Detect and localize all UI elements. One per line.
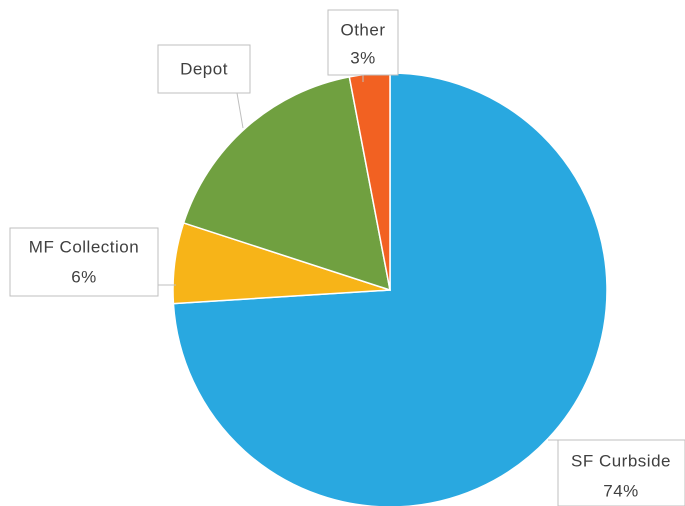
label-box <box>157 44 251 94</box>
leader-line <box>236 92 244 129</box>
label-box <box>557 439 685 506</box>
value-label: 3% <box>350 48 376 67</box>
label-box <box>9 227 159 297</box>
category-label: Other <box>340 20 385 39</box>
label-box <box>327 9 399 76</box>
value-label: 74% <box>603 481 639 500</box>
category-label: MF Collection <box>29 237 139 256</box>
category-label: SF Curbside <box>571 451 671 470</box>
pie-slice <box>182 75 391 292</box>
category-label: Depot <box>180 59 228 78</box>
value-label: 6% <box>71 267 97 286</box>
